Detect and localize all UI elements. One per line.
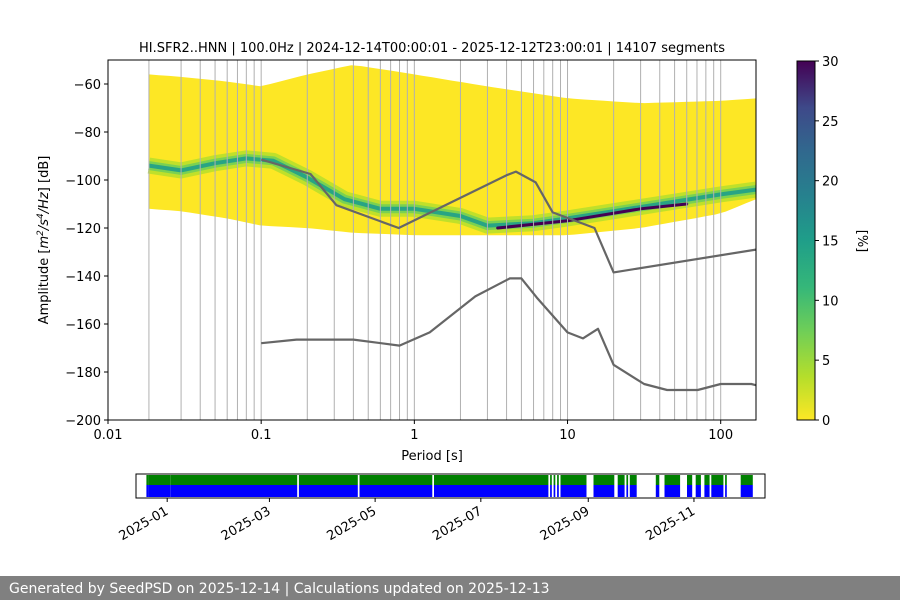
colorbar (796, 60, 816, 421)
noise-model-lines (260, 158, 756, 392)
coverage-segment-lower (617, 485, 625, 497)
low-noise-model-line (261, 277, 756, 392)
coverage-segment-lower (434, 485, 549, 497)
colorbar-tick-label: 30 (822, 55, 839, 70)
colorbar-tick-label: 15 (822, 235, 839, 250)
coverage-segment-lower (626, 485, 629, 497)
coverage-segment-upper (593, 475, 615, 485)
y-tick-label: −100 (65, 174, 101, 189)
timeline-ticks: 2025-01 2025-03 2025-05 2025-07 2025-09 2025-… (117, 498, 698, 544)
timeline-tick-label: 2025-11 (643, 504, 698, 544)
coverage-segment-upper (617, 475, 625, 485)
colorbar-tick-label: 25 (822, 115, 839, 130)
coverage-segment-upper (434, 475, 549, 485)
coverage-segment-lower (553, 485, 556, 497)
footer-text: Generated by SeedPSD on 2025-12-14 | Cal… (9, 581, 550, 597)
density-envelope (148, 65, 756, 236)
timeline-tick-label: 2025-07 (430, 504, 485, 544)
coverage-segment-upper (148, 475, 171, 485)
coverage-segment-lower (655, 485, 660, 497)
coverage-segment-upper (704, 475, 710, 485)
colorbar-ticks: 0 5 10 15 20 25 30 (815, 55, 839, 429)
x-axis-ticks: 0.01 0.1 1 10 100 (94, 420, 733, 443)
y-tick-label: −120 (65, 222, 101, 237)
coverage-segment-upper (550, 475, 552, 485)
high-noise-model-line (260, 158, 756, 274)
coverage-segment-upper (725, 475, 727, 485)
x-tick-label: 0.01 (94, 428, 123, 443)
coverage-segment-lower (740, 485, 753, 497)
y-tick-label: −160 (65, 318, 101, 333)
coverage-segment-lower (664, 485, 681, 497)
coverage-segment-lower (560, 485, 587, 497)
x-tick-label: 100 (708, 428, 733, 443)
y-tick-label: −80 (74, 126, 101, 141)
colorbar-tick-label: 10 (822, 294, 839, 309)
psd-figure: HI.SFR2..HNN | 100.0Hz | 2024-12-14T00:0… (36, 41, 869, 544)
coverage-segment-upper (146, 475, 149, 485)
coverage-segment-lower (557, 485, 559, 497)
timeline-tick-label: 2025-05 (325, 504, 380, 544)
coverage-segment-lower (170, 485, 298, 497)
coverage-segment-lower (629, 485, 637, 497)
coverage-segment-upper (687, 475, 693, 485)
colorbar-tick-label: 20 (822, 175, 839, 190)
coverage-segment-lower (359, 485, 433, 497)
timeline-tick-label: 2025-09 (538, 504, 593, 544)
y-tick-label: −180 (65, 366, 101, 381)
coverage-segment-upper (560, 475, 587, 485)
coverage-segment-lower (695, 485, 701, 497)
x-tick-label: 0.1 (251, 428, 272, 443)
x-tick-label: 1 (410, 428, 418, 443)
coverage-segment-lower (148, 485, 171, 497)
coverage-segment-lower (298, 485, 358, 497)
colorbar-label: [%] (854, 230, 869, 253)
footer-bar: Generated by SeedPSD on 2025-12-14 | Cal… (0, 576, 900, 600)
coverage-segment-upper (298, 475, 358, 485)
period-grid (148, 60, 722, 420)
timeline-tick-label: 2025-01 (117, 504, 172, 544)
coverage-segment-lower (146, 485, 149, 497)
coverage-segment-upper (170, 475, 298, 485)
coverage-segment-upper (557, 475, 559, 485)
coverage-segment-upper (359, 475, 433, 485)
coverage-segment-lower (725, 485, 727, 497)
y-tick-label: −60 (74, 78, 101, 93)
y-axis-ticks: −60 −80 −100 −120 −140 −160 −180 −200 (65, 78, 108, 429)
y-tick-label: −140 (65, 270, 101, 285)
colorbar-tick-label: 0 (822, 414, 830, 429)
coverage-segment-lower (550, 485, 552, 497)
colorbar-tick-label: 5 (822, 354, 830, 369)
y-axis-label: Amplitude [m2/s4/Hz] [dB] (36, 156, 52, 325)
coverage-segment-upper (740, 475, 753, 485)
data-coverage-segments (146, 475, 753, 497)
coverage-segment-upper (553, 475, 556, 485)
coverage-segment-upper (695, 475, 701, 485)
coverage-segment-lower (704, 485, 710, 497)
coverage-segment-upper (711, 475, 724, 485)
coverage-segment-lower (593, 485, 615, 497)
coverage-segment-lower (687, 485, 693, 497)
x-axis-label: Period [s] (401, 449, 463, 464)
coverage-segment-upper (655, 475, 660, 485)
y-tick-label: −200 (65, 414, 101, 429)
chart-title: HI.SFR2..HNN | 100.0Hz | 2024-12-14T00:0… (139, 41, 725, 56)
coverage-segment-upper (664, 475, 681, 485)
timeline-tick-label: 2025-03 (219, 504, 274, 544)
coverage-segment-lower (711, 485, 724, 497)
coverage-segment-upper (629, 475, 637, 485)
peak-ridge (496, 202, 689, 230)
coverage-segment-upper (626, 475, 629, 485)
x-tick-label: 10 (559, 428, 576, 443)
plot-frame (107, 59, 757, 421)
